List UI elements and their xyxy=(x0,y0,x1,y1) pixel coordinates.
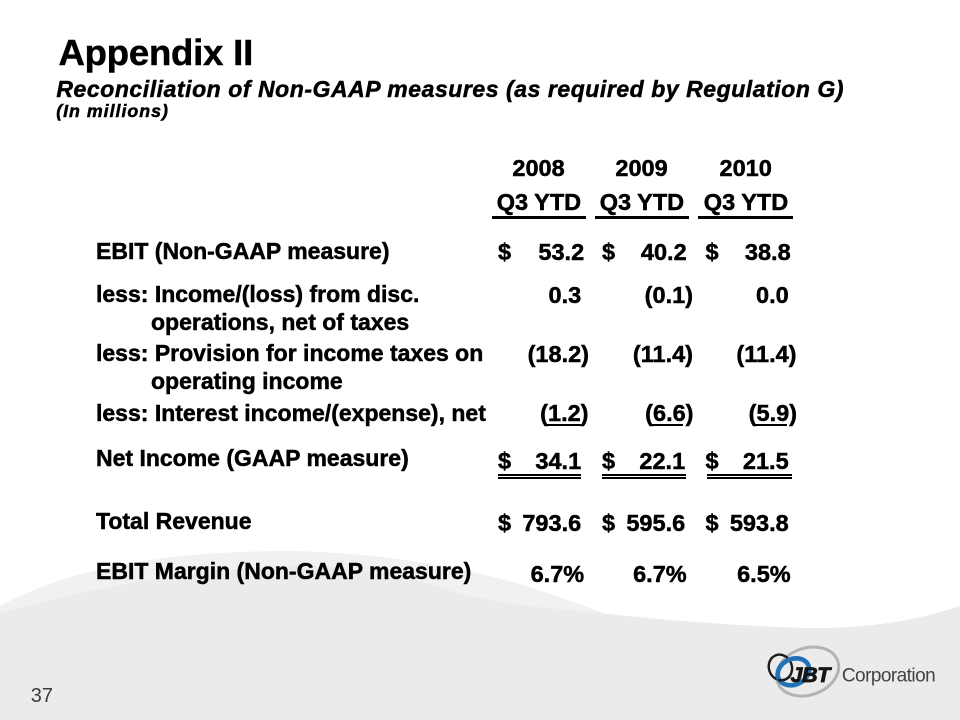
svg-text:JBT: JBT xyxy=(791,662,833,687)
svg-text:Corporation: Corporation xyxy=(842,665,935,686)
